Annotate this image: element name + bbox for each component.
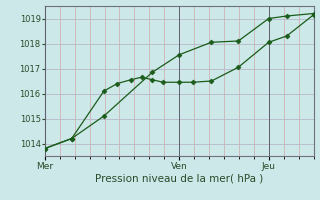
X-axis label: Pression niveau de la mer( hPa ): Pression niveau de la mer( hPa ) [95, 173, 263, 183]
